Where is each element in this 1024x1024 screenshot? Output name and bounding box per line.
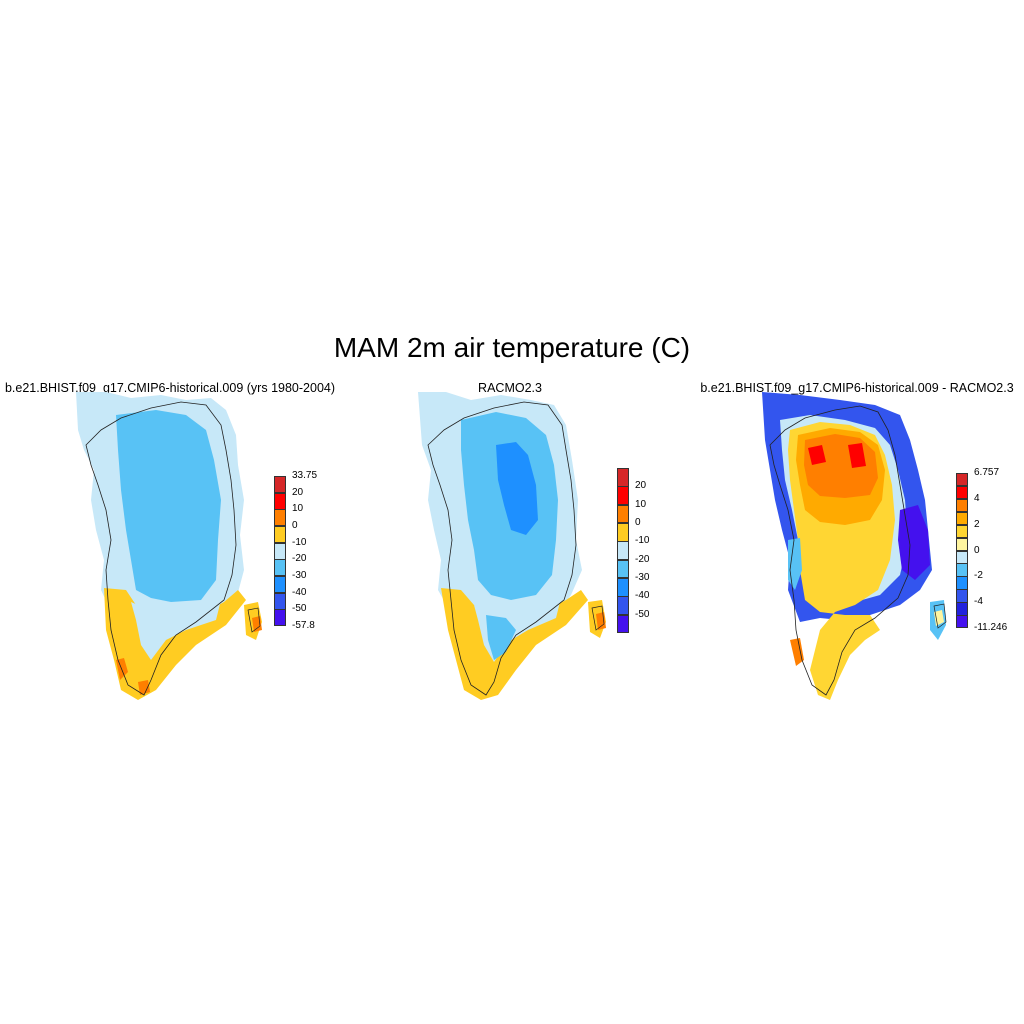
colorbar-label: -50: [635, 608, 650, 620]
diff-west-blue: [788, 538, 802, 590]
colorbar-label: 20: [635, 480, 647, 492]
diff-coastline: [769, 405, 911, 696]
colorbar-swatch: [274, 559, 286, 577]
diff-south-warm: [790, 638, 804, 666]
colorbar-label: -30: [292, 570, 307, 581]
cesm-coastline: [85, 401, 237, 696]
map-diff: [762, 392, 947, 700]
colorbar-label: 0: [292, 520, 298, 531]
colorbar-label: -20: [292, 553, 307, 565]
racmo-coastline: [427, 401, 577, 696]
colorbar-label: -57.8: [292, 620, 315, 631]
colorbar-label: 6.757: [974, 467, 1000, 478]
colorbar-label: -50: [292, 603, 307, 615]
colorbar-swatch: [617, 596, 629, 616]
cesm-island-coastline: [247, 607, 261, 633]
map-racmo: [418, 392, 606, 700]
colorbar-label: -2: [974, 570, 983, 582]
colorbar-swatch: [956, 550, 968, 564]
colorbar-label: 10: [292, 503, 304, 515]
colorbar-swatch: [274, 576, 286, 594]
colorbar-label: 2: [974, 518, 980, 530]
map-diff-fill: [762, 392, 946, 700]
colorbar-swatch: [956, 589, 968, 603]
cesm-south-coast-lightband: [131, 600, 221, 660]
colorbar-label: -30: [635, 572, 650, 583]
colorbar-swatch: [956, 511, 968, 526]
diff-east-island-pale: [934, 610, 944, 626]
colorbar-swatch: [956, 537, 968, 551]
colorbar-label: -40: [292, 586, 307, 598]
colorbar-swatch: [274, 526, 286, 544]
colorbar-swatch: [274, 509, 286, 527]
figure-title: MAM 2m air temperature (C): [333, 332, 691, 363]
panel-title-diff: b.e21.BHIST.f09_g17.CMIP6-historical.009…: [700, 381, 1014, 395]
racmo-island-coastline: [591, 605, 605, 631]
colorbar-label: -4: [974, 596, 983, 608]
colorbar-label: 10: [635, 498, 647, 510]
diff-east-dark-blue: [898, 505, 930, 580]
map-racmo-fill: [418, 392, 606, 700]
colorbar-swatch: [956, 485, 968, 500]
colorbar-label: 0: [974, 544, 980, 556]
colorbar-swatch: [274, 492, 286, 510]
panel-title-cesm: b.e21.BHIST.f09_g17.CMIP6-historical.009…: [4, 381, 336, 395]
colorbar-label: 20: [292, 486, 304, 498]
colorbar-swatch: [956, 524, 968, 539]
colorbar-label: 0: [635, 517, 641, 528]
panel-title-racmo: RACMO2.3: [478, 381, 542, 395]
colorbar-label: -40: [635, 590, 650, 602]
diff-red-spot-2: [848, 443, 866, 468]
colorbar-swatch: [617, 523, 629, 542]
map-cesm-fill: [76, 392, 262, 700]
racmo-core-zone: [496, 442, 538, 535]
colorbar-swatch: [617, 559, 629, 579]
colorbar-swatch: [617, 468, 629, 487]
racmo-south-middle-blue: [486, 615, 516, 660]
colorbar-swatch: [956, 615, 968, 629]
cesm-south-warm-spots: [116, 658, 150, 695]
colorbar-label: -10: [635, 535, 650, 547]
colorbar-swatch: [956, 576, 968, 590]
colorbar-swatch: [274, 609, 286, 627]
colorbar-swatch: [617, 504, 629, 524]
colorbar-label: -20: [635, 553, 650, 565]
colorbar-label: 33.75: [292, 470, 318, 481]
map-cesm: [76, 392, 262, 700]
colorbar-label: -10: [292, 536, 307, 548]
colorbar-swatch: [956, 473, 968, 487]
colorbar-label: 4: [974, 492, 980, 504]
colorbar-swatch: [274, 592, 286, 610]
diff-island-coastline: [933, 603, 947, 629]
colorbar-swatch: [617, 578, 629, 597]
colorbar-label: -11.246: [974, 622, 1008, 633]
colorbar-swatch: [274, 476, 286, 494]
colorbar-swatch: [956, 498, 968, 513]
colorbar-swatch: [617, 541, 629, 561]
colorbar-swatch: [617, 486, 629, 506]
colorbar-swatch: [617, 614, 629, 634]
diff-red-spot-1: [808, 445, 826, 465]
colorbar-swatch: [274, 542, 286, 560]
colorbar-swatch: [956, 602, 968, 616]
cesm-inner-zone: [116, 410, 221, 602]
colorbar-swatch: [956, 563, 968, 577]
